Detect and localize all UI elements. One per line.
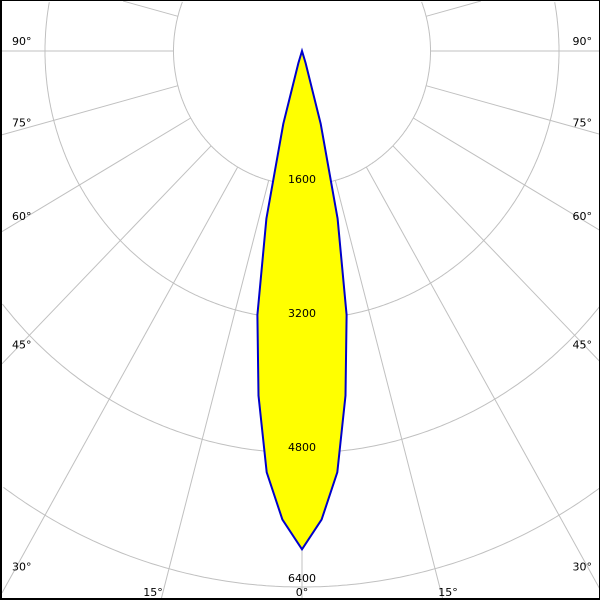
grid-radial-line — [365, 166, 599, 589]
radial-tick-label: 3200 — [288, 307, 316, 320]
grid-radial-line — [160, 180, 270, 598]
radial-tick-label: 1600 — [288, 173, 316, 186]
angle-label-right: 75° — [573, 116, 593, 129]
angle-label-right: 30° — [573, 561, 593, 574]
grid-radial-line — [425, 85, 599, 135]
grid-circle — [44, 2, 560, 320]
grid-radial-line — [2, 117, 191, 233]
angle-label-left: 45° — [12, 339, 32, 352]
angle-label-left: 60° — [12, 210, 32, 223]
angle-label-left: 90° — [12, 35, 32, 48]
angle-label-right: 60° — [573, 210, 593, 223]
angle-label-left: 30° — [12, 561, 32, 574]
angle-label-left: 75° — [12, 116, 32, 129]
intensity-curve — [256, 47, 348, 552]
grid-radial-line — [2, 166, 239, 594]
grid-radial-line — [2, 85, 179, 136]
grid-circle — [3, 486, 599, 588]
grid-radial-line — [122, 1, 179, 17]
radial-tick-label: 4800 — [288, 441, 316, 454]
angle-label-right: 45° — [573, 339, 593, 352]
grid-radial-line — [425, 1, 482, 17]
grid-radial-line — [334, 180, 444, 598]
angle-label-bottom: 15° — [143, 586, 163, 599]
angle-label-right: 90° — [573, 35, 593, 48]
angle-label-bottom: 0° — [296, 586, 309, 599]
grid-circle — [173, 1, 431, 186]
angle-label-bottom: 15° — [438, 586, 458, 599]
grid-circle — [2, 303, 599, 454]
grid-radial-line — [392, 145, 599, 362]
grid-radial-line — [413, 117, 599, 231]
radial-tick-label: 6400 — [288, 572, 316, 585]
grid-radial-line — [2, 145, 212, 365]
